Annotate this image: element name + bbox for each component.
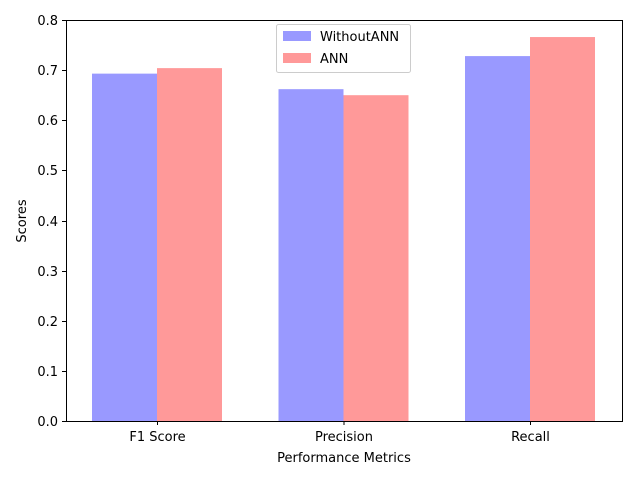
y-axis: 0.0 0.1 0.2 0.3 0.4 0.5 0.6 0.7 0.8 <box>37 14 66 430</box>
y-tick-label: 0.3 <box>37 265 58 280</box>
legend-label-withoutann: WithoutANN <box>320 30 399 45</box>
y-tick-label: 0.8 <box>37 14 58 29</box>
bars-group <box>92 37 595 422</box>
bar-ann-precision <box>343 95 409 421</box>
x-tick-label: Precision <box>315 430 373 445</box>
legend-swatch-ann <box>283 53 311 63</box>
y-tick-label: 0.2 <box>37 315 58 330</box>
bar-withoutann-recall <box>465 56 530 422</box>
bar-withoutann-precision <box>278 89 344 422</box>
bar-ann-f1-score <box>157 68 222 422</box>
bar-ann-recall <box>530 37 595 421</box>
x-tick-label: F1 Score <box>129 430 185 445</box>
legend: WithoutANN ANN <box>276 24 411 73</box>
y-tick-label: 0.5 <box>37 164 58 179</box>
x-axis: F1 Score Precision Recall <box>129 421 550 445</box>
y-axis-label: Scores <box>15 199 30 242</box>
x-axis-label: Performance Metrics <box>277 451 411 466</box>
y-tick-label: 0.0 <box>37 415 58 430</box>
bar-withoutann-f1-score <box>92 73 157 421</box>
legend-swatch-withoutann <box>283 31 311 41</box>
x-tick-label: Recall <box>511 430 550 445</box>
legend-label-ann: ANN <box>320 52 348 67</box>
y-tick-label: 0.6 <box>37 114 58 129</box>
y-tick-label: 0.7 <box>37 64 58 79</box>
y-tick-label: 0.4 <box>37 215 58 230</box>
y-tick-label: 0.1 <box>37 365 58 380</box>
